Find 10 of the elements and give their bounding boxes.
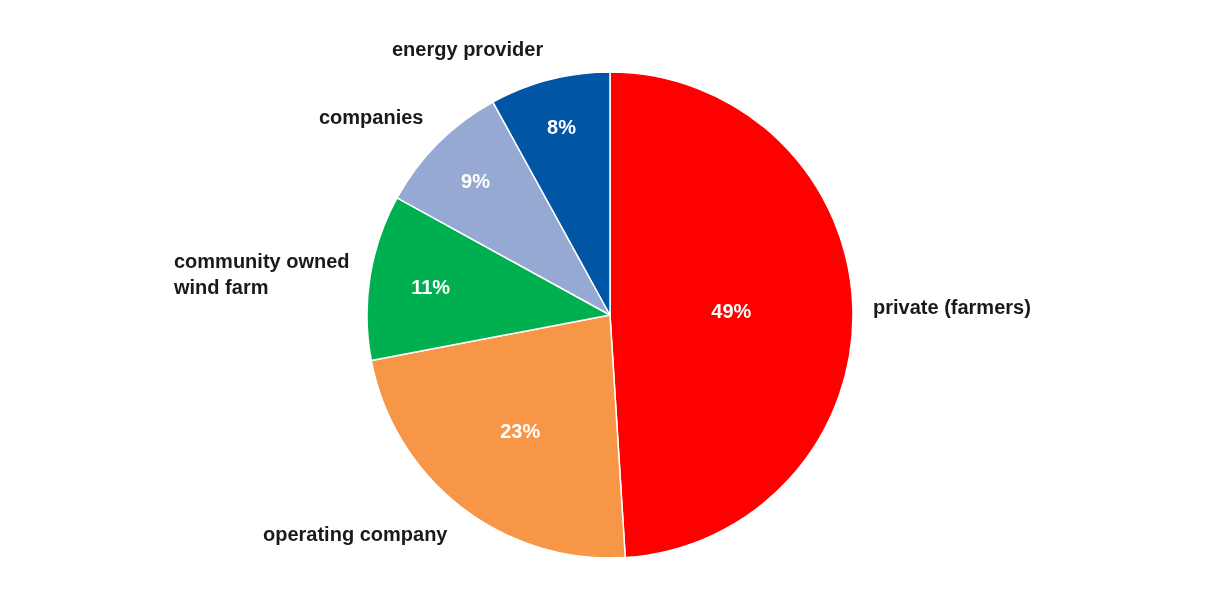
data-label: 49%: [711, 300, 752, 323]
data-label: 8%: [547, 115, 577, 138]
slice-label: companies: [319, 106, 424, 128]
data-label: 11%: [411, 275, 451, 298]
slice-label: private (farmers): [873, 296, 1031, 318]
data-label: 23%: [500, 419, 541, 442]
slice-label: operating company: [263, 523, 449, 545]
data-label: 9%: [461, 169, 491, 192]
slice-label: community owned wind farm: [173, 250, 350, 298]
slice-label: energy provider: [392, 38, 544, 60]
